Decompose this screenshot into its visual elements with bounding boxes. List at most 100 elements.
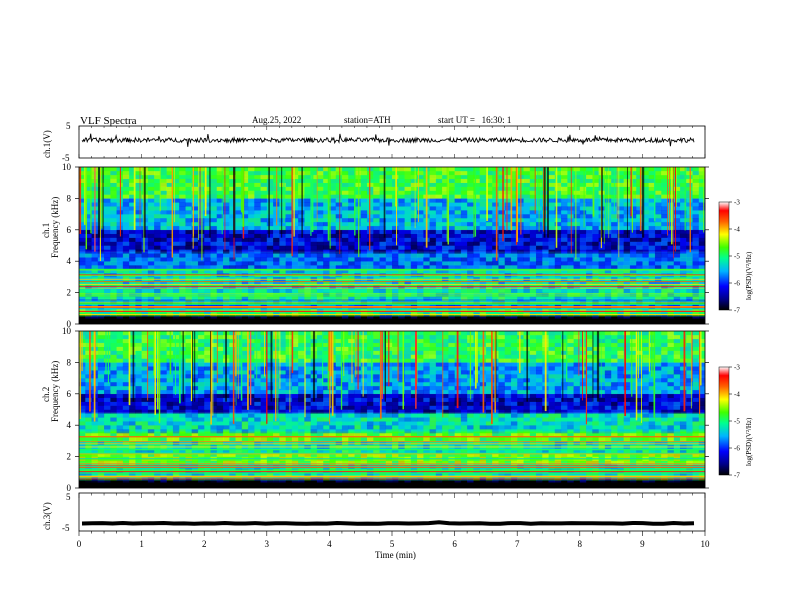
spectrogram-cell bbox=[517, 308, 524, 313]
spectrogram-cell bbox=[298, 269, 305, 274]
spectrogram-cell bbox=[204, 190, 211, 195]
spectrogram-cell bbox=[179, 229, 186, 235]
spectrogram-cell bbox=[679, 241, 687, 246]
spectrogram-cell bbox=[135, 425, 142, 430]
spectrogram-cell bbox=[661, 210, 668, 215]
spectrogram-cell bbox=[392, 257, 399, 262]
spectrogram-cell bbox=[110, 421, 117, 426]
spectrogram-cell bbox=[141, 245, 149, 250]
spectrogram-cell bbox=[110, 269, 117, 274]
spectrogram-cell bbox=[91, 288, 99, 293]
spectrogram-cell bbox=[341, 225, 349, 231]
spectrogram-cell bbox=[197, 218, 205, 223]
spectrogram-cell bbox=[648, 229, 656, 235]
spectrogram-cell bbox=[654, 221, 662, 227]
spectrogram-cell bbox=[617, 229, 624, 235]
spectrogram-cell bbox=[467, 245, 474, 250]
spectrogram-cell bbox=[460, 249, 468, 254]
spectrogram-cell bbox=[191, 210, 199, 215]
spectrogram-cell bbox=[129, 288, 136, 293]
spectrogram-cell bbox=[248, 182, 255, 187]
spectrogram-cell bbox=[285, 182, 293, 187]
spectrogram-cell bbox=[310, 233, 318, 238]
spectrogram-cell bbox=[529, 296, 537, 301]
spectrogram-cell bbox=[241, 202, 249, 207]
spectrogram-cell bbox=[97, 480, 105, 485]
spectrogram-cell bbox=[392, 261, 399, 266]
spectrogram-cell bbox=[235, 218, 243, 223]
spectrogram-cell bbox=[197, 194, 205, 199]
spectrogram-cell bbox=[398, 265, 405, 270]
spectrogram-cell bbox=[392, 288, 399, 293]
spectrogram-cell bbox=[679, 253, 687, 258]
spectrogram-cell bbox=[304, 214, 311, 219]
spectrogram-cell bbox=[548, 257, 556, 262]
spectrogram-cell bbox=[229, 218, 236, 223]
spectrogram-cell bbox=[473, 233, 480, 238]
spectrogram-cell bbox=[260, 214, 268, 219]
spectrogram-cell bbox=[179, 382, 186, 387]
spectrogram-cell bbox=[273, 296, 280, 301]
spectrogram-cell bbox=[135, 198, 142, 203]
spectrogram-cell bbox=[235, 190, 243, 195]
spectrogram-cell bbox=[404, 174, 412, 180]
spectrogram-cell bbox=[185, 178, 192, 183]
spectrogram-cell bbox=[110, 316, 117, 321]
spectrogram-cell bbox=[104, 249, 111, 254]
spectrogram-cell bbox=[304, 194, 311, 199]
spectrogram-cell bbox=[504, 308, 512, 313]
spectrogram-cell bbox=[279, 167, 286, 172]
spectrogram-cell bbox=[310, 202, 318, 207]
spectrogram-cell bbox=[510, 288, 518, 293]
spectrogram-cell bbox=[179, 202, 186, 207]
spectrogram-cell bbox=[204, 210, 211, 215]
spectrogram-cell bbox=[104, 385, 111, 391]
spectrogram-cell bbox=[154, 296, 161, 301]
spectrogram-cell bbox=[460, 237, 468, 242]
spectrogram-cell bbox=[185, 288, 192, 293]
spectrogram-cell bbox=[542, 249, 549, 254]
spectrogram-cell bbox=[360, 170, 368, 176]
spectrogram-cell bbox=[673, 170, 681, 176]
spectrogram-cell bbox=[122, 346, 130, 351]
spectrogram-cell bbox=[129, 214, 136, 219]
spectrogram-cell bbox=[241, 249, 249, 254]
spectrogram-cell bbox=[216, 170, 224, 176]
spectrogram-cell bbox=[79, 245, 86, 250]
spectrogram-cell bbox=[410, 210, 418, 215]
spectrogram-cell bbox=[373, 174, 380, 180]
sferic-streak bbox=[90, 167, 92, 234]
spectrogram-cell bbox=[410, 214, 418, 219]
spectrogram-cell bbox=[573, 245, 581, 250]
spectrogram-cell bbox=[686, 186, 693, 191]
spectrogram-cell bbox=[611, 253, 618, 258]
spectrogram-cell bbox=[611, 249, 618, 254]
spectrogram-cell bbox=[291, 182, 299, 187]
spectrogram-cell bbox=[197, 265, 205, 270]
spectrogram-cell bbox=[147, 436, 155, 442]
spectrogram-cell bbox=[298, 178, 305, 183]
spectrogram-cell bbox=[266, 265, 274, 270]
spectrogram-cell bbox=[185, 413, 192, 418]
spectrogram-cell bbox=[241, 237, 249, 242]
spectrogram-cell bbox=[404, 241, 412, 246]
spectrogram-cell bbox=[554, 233, 562, 238]
spectrogram-cell bbox=[529, 190, 537, 195]
spectrogram-cell bbox=[629, 202, 637, 207]
spectrogram-cell bbox=[623, 218, 631, 223]
spectrogram-cell bbox=[423, 316, 430, 321]
spectrogram-cell bbox=[91, 472, 99, 477]
spectrogram-cell bbox=[298, 288, 305, 293]
spectrogram-cell bbox=[116, 429, 124, 434]
spectrogram-cell bbox=[285, 202, 293, 207]
spectrogram-cell bbox=[141, 440, 149, 446]
spectrogram-cell bbox=[154, 417, 161, 422]
spectrogram-cell bbox=[354, 296, 361, 301]
spectrogram-cell bbox=[498, 308, 505, 313]
spectrogram-cell bbox=[254, 218, 261, 223]
spectrogram-cell bbox=[116, 421, 124, 426]
spectrogram-cell bbox=[523, 229, 531, 235]
spectrogram-cell bbox=[248, 167, 255, 172]
spectrogram-cell bbox=[323, 261, 330, 266]
spectrogram-cell bbox=[116, 385, 124, 391]
